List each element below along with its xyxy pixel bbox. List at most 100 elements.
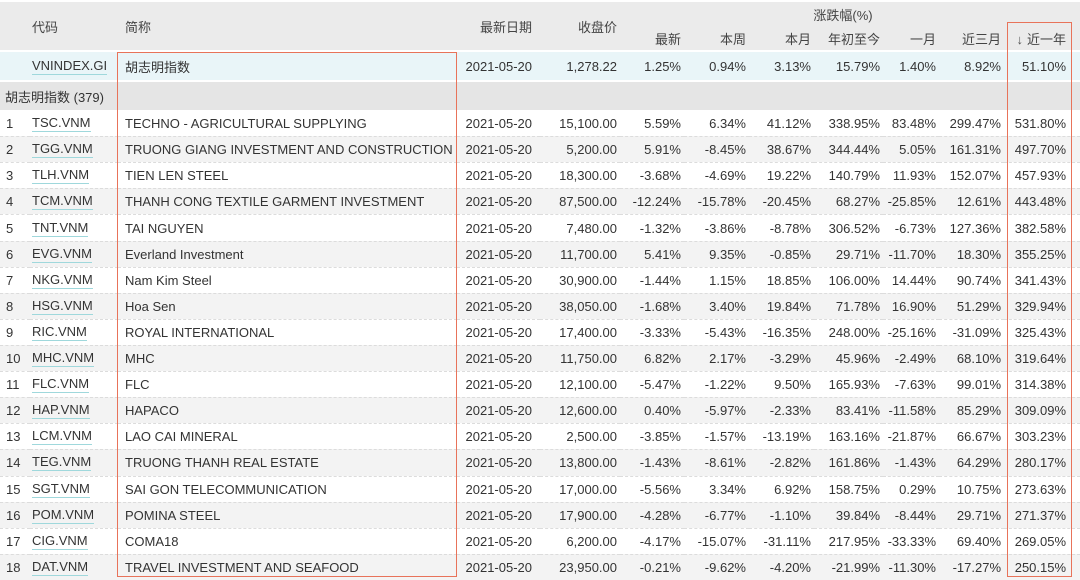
stock-code-cell[interactable]: HAP.VNM	[30, 397, 118, 424]
stock-code-cell[interactable]: DAT.VNM	[30, 553, 118, 580]
pct-1y-column-label: 近一年	[1027, 31, 1067, 47]
stock-code-cell[interactable]: TNT.VNM	[30, 214, 118, 241]
pct-month-cell: 41.12%	[749, 111, 814, 137]
pct-latest-cell: 6.82%	[620, 345, 684, 372]
stock-code-link[interactable]: TSC.VNM	[32, 115, 91, 133]
row-rank: 12	[0, 397, 30, 424]
index-pct-3m-cell: 8.92%	[939, 52, 1004, 83]
latest-date-cell: 2021-05-20	[457, 318, 540, 345]
pct-latest-column-header[interactable]: 最新	[620, 26, 684, 52]
table-row: 11 FLC.VNM FLC 2021-05-20 12,100.00 -5.4…	[0, 371, 1080, 398]
close-price-cell: 18,300.00	[540, 162, 620, 189]
stock-code-link[interactable]: TCM.VNM	[32, 193, 93, 211]
stock-code-cell[interactable]: TCM.VNM	[30, 188, 118, 215]
pct-3m-cell: 127.36%	[939, 214, 1004, 241]
stock-code-link[interactable]: TNT.VNM	[32, 219, 89, 237]
date-column-header: 最新日期	[457, 0, 540, 52]
close-price-cell: 15,100.00	[540, 111, 620, 137]
pct-ytd-cell: 306.52%	[814, 214, 883, 241]
stock-code-link[interactable]: NKG.VNM	[32, 271, 93, 289]
index-pct-week-cell: 0.94%	[684, 52, 749, 83]
stock-code-cell[interactable]: SGT.VNM	[30, 475, 118, 502]
index-pct-ytd-cell: 15.79%	[814, 52, 883, 83]
close-price-cell: 30,900.00	[540, 266, 620, 293]
stock-code-link[interactable]: FLC.VNM	[32, 376, 90, 394]
pct-1m-column-header[interactable]: 一月	[883, 26, 939, 52]
latest-date-cell: 2021-05-20	[457, 111, 540, 137]
pct-3m-cell: 69.40%	[939, 527, 1004, 554]
pct-1y-cell: 280.17%	[1004, 449, 1080, 476]
stock-code-link[interactable]: HSG.VNM	[32, 297, 93, 315]
pct-latest-cell: 5.91%	[620, 136, 684, 163]
stock-code-link[interactable]: POM.VNM	[32, 506, 95, 524]
pct-3m-column-header[interactable]: 近三月	[939, 26, 1004, 52]
pct-ytd-column-header[interactable]: 年初至今	[814, 26, 883, 52]
stock-code-cell[interactable]: TSC.VNM	[30, 111, 118, 137]
latest-date-cell: 2021-05-20	[457, 266, 540, 293]
stock-code-link[interactable]: TGG.VNM	[32, 141, 93, 159]
close-price-cell: 17,400.00	[540, 318, 620, 345]
pct-latest-cell: -1.43%	[620, 449, 684, 476]
pct-3m-cell: 29.71%	[939, 501, 1004, 528]
latest-date-cell: 2021-05-20	[457, 292, 540, 319]
stock-code-cell[interactable]: TGG.VNM	[30, 136, 118, 163]
stock-code-link[interactable]: CIG.VNM	[32, 532, 88, 550]
index-code-cell[interactable]: VNINDEX.GI	[30, 52, 118, 83]
stock-code-link[interactable]: RIC.VNM	[32, 323, 87, 341]
stock-code-link[interactable]: TEG.VNM	[32, 454, 92, 472]
stock-code-link[interactable]: SGT.VNM	[32, 480, 90, 498]
pct-3m-cell: 18.30%	[939, 240, 1004, 267]
table-row: 16 POM.VNM POMINA STEEL 2021-05-20 17,90…	[0, 501, 1080, 528]
index-code-link[interactable]: VNINDEX.GI	[32, 57, 108, 75]
stock-code-link[interactable]: LCM.VNM	[32, 428, 92, 446]
table-row: 18 DAT.VNM TRAVEL INVESTMENT AND SEAFOOD…	[0, 553, 1080, 580]
stock-code-link[interactable]: DAT.VNM	[32, 558, 89, 576]
pct-month-cell: 38.67%	[749, 136, 814, 163]
pct-month-cell: 19.84%	[749, 292, 814, 319]
row-rank: 3	[0, 162, 30, 189]
stock-code-link[interactable]: EVG.VNM	[32, 245, 92, 263]
pct-1y-cell: 329.94%	[1004, 292, 1080, 319]
pct-1y-column-header-sorted[interactable]: ↓ 近一年	[1004, 26, 1080, 52]
stock-code-link[interactable]: MHC.VNM	[32, 350, 95, 368]
stock-code-link[interactable]: HAP.VNM	[32, 402, 90, 420]
index-pct-month-cell: 3.13%	[749, 52, 814, 83]
stock-code-cell[interactable]: RIC.VNM	[30, 318, 118, 345]
table-row: 9 RIC.VNM ROYAL INTERNATIONAL 2021-05-20…	[0, 318, 1080, 345]
section-group-row: 胡志明指数 (379)	[0, 82, 1080, 112]
stock-code-cell[interactable]: TEG.VNM	[30, 449, 118, 476]
pct-week-cell: -9.62%	[684, 553, 749, 580]
pct-month-column-header[interactable]: 本月	[749, 26, 814, 52]
pct-week-column-header[interactable]: 本周	[684, 26, 749, 52]
pct-1m-cell: -33.33%	[883, 527, 939, 554]
pct-month-cell: -20.45%	[749, 188, 814, 215]
stock-code-cell[interactable]: FLC.VNM	[30, 371, 118, 398]
stock-code-cell[interactable]: EVG.VNM	[30, 240, 118, 267]
pct-1y-cell: 457.93%	[1004, 162, 1080, 189]
row-rank: 1	[0, 111, 30, 137]
latest-date-cell: 2021-05-20	[457, 397, 540, 424]
close-price-cell: 12,600.00	[540, 397, 620, 424]
latest-date-cell: 2021-05-20	[457, 371, 540, 398]
pct-latest-cell: 0.40%	[620, 397, 684, 424]
stock-code-cell[interactable]: TLH.VNM	[30, 162, 118, 189]
pct-1m-cell: -6.73%	[883, 214, 939, 241]
pct-month-cell: -3.29%	[749, 345, 814, 372]
stock-name-cell: THANH CONG TEXTILE GARMENT INVESTMENT	[118, 188, 457, 215]
pct-1m-cell: -7.63%	[883, 371, 939, 398]
stock-code-cell[interactable]: CIG.VNM	[30, 527, 118, 554]
stock-code-link[interactable]: TLH.VNM	[32, 167, 90, 185]
stock-code-cell[interactable]: HSG.VNM	[30, 292, 118, 319]
pct-ytd-cell: 71.78%	[814, 292, 883, 319]
stock-code-cell[interactable]: MHC.VNM	[30, 345, 118, 372]
stock-code-cell[interactable]: NKG.VNM	[30, 266, 118, 293]
index-pct-1m-cell: 1.40%	[883, 52, 939, 83]
stock-name-cell: TRUONG GIANG INVESTMENT AND CONSTRUCTION	[118, 136, 457, 163]
pct-ytd-cell: 45.96%	[814, 345, 883, 372]
pct-3m-cell: 51.29%	[939, 292, 1004, 319]
stock-code-cell[interactable]: POM.VNM	[30, 501, 118, 528]
stock-name-cell: TRUONG THANH REAL ESTATE	[118, 449, 457, 476]
stock-code-cell[interactable]: LCM.VNM	[30, 423, 118, 450]
table-row: 17 CIG.VNM COMA18 2021-05-20 6,200.00 -4…	[0, 527, 1080, 554]
